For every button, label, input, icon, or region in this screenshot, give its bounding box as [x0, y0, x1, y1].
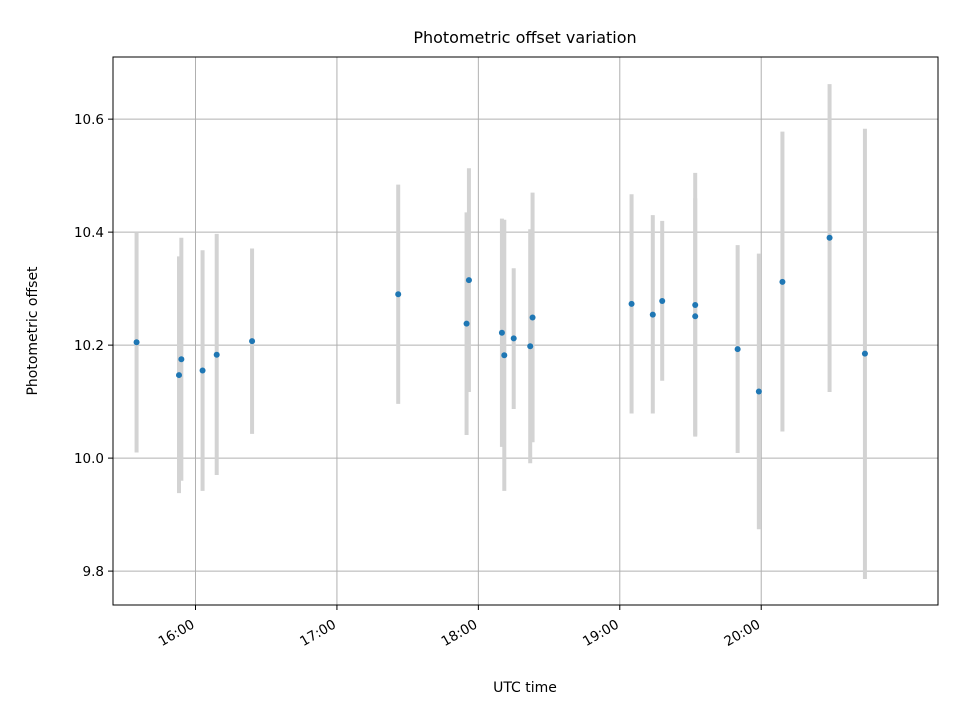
- data-point: [755, 388, 762, 395]
- data-point: [213, 351, 220, 358]
- data-point: [249, 338, 256, 345]
- y-tick-label: 9.8: [83, 564, 104, 580]
- x-axis-label: UTC time: [493, 680, 557, 696]
- y-axis-label: Photometric offset: [25, 266, 41, 396]
- data-point: [659, 298, 666, 305]
- data-point: [463, 320, 470, 327]
- x-tick-label: 17:00: [297, 617, 339, 650]
- data-points: [133, 234, 868, 395]
- data-point: [178, 356, 185, 363]
- data-point: [861, 350, 868, 357]
- y-tick-label: 10.6: [74, 112, 104, 128]
- data-point: [527, 343, 534, 350]
- plot-frame: [112, 56, 939, 606]
- data-point: [465, 277, 472, 284]
- data-point: [628, 300, 635, 307]
- data-point: [826, 234, 833, 241]
- data-point: [501, 352, 508, 359]
- data-point: [199, 367, 206, 374]
- x-tick-label: 18:00: [439, 617, 481, 650]
- data-point: [734, 346, 741, 353]
- x-tick-label: 16:00: [156, 617, 198, 650]
- data-point: [779, 278, 786, 285]
- y-tick-label: 10.2: [74, 338, 104, 354]
- data-point: [649, 311, 656, 318]
- x-tick-label: 19:00: [580, 617, 622, 650]
- data-point: [529, 314, 536, 321]
- grid: [113, 57, 938, 605]
- data-point: [498, 329, 505, 336]
- y-tick-label: 10.0: [74, 451, 104, 467]
- data-point: [692, 313, 699, 320]
- data-point: [692, 302, 699, 309]
- chart-title: Photometric offset variation: [413, 28, 636, 47]
- data-point: [176, 372, 182, 379]
- data-point: [510, 335, 517, 342]
- data-point: [395, 291, 402, 298]
- data-point: [133, 339, 140, 346]
- x-tick-label: 20:00: [722, 617, 764, 650]
- y-tick-label: 10.4: [74, 225, 104, 241]
